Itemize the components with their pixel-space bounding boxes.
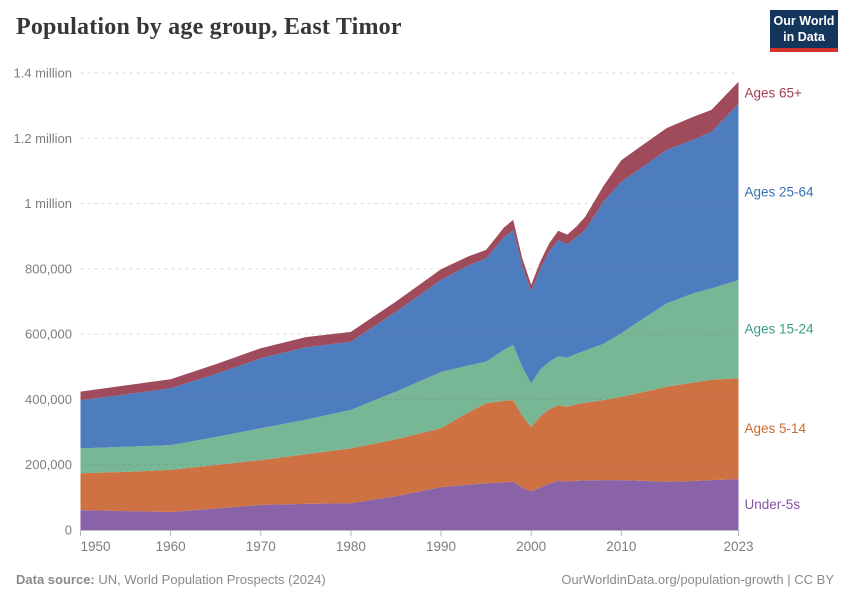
area-ages-15-24[interactable] — [80, 280, 739, 474]
x-tick-2010: 2010 — [606, 539, 636, 554]
y-tick-200-000: 200,000 — [25, 457, 72, 472]
y-tick-800-000: 800,000 — [25, 261, 72, 276]
series-label-ages-25-64[interactable]: Ages 25-64 — [745, 184, 815, 199]
y-axis-labels: 0 200,000 400,000 600,000 800,000 1 million 1.… — [13, 66, 72, 538]
area-ages-5-14[interactable] — [80, 378, 739, 512]
x-tick-1950: 1950 — [80, 539, 110, 554]
x-axis-labels: 1950 1960 1970 1980 1990 2000 2010 2023 — [80, 539, 753, 554]
data-source-text: UN, World Population Prospects (2024) — [94, 571, 326, 587]
series-label-ages-65plus[interactable]: Ages 65+ — [745, 85, 803, 100]
series-labels: Under-5s Ages 5-14 Ages 15-24 Ages 25-64 Age… — [745, 85, 815, 512]
area-ages-25-64[interactable] — [80, 104, 739, 449]
x-tick-1980: 1980 — [336, 539, 366, 554]
footer-link[interactable]: OurWorldinData.org/population-growth | C… — [561, 571, 834, 587]
y-tick-1.2-million: 1.2 million — [13, 131, 72, 146]
area-under-5s[interactable] — [80, 479, 739, 530]
chart-footer: Data source: UN, World Population Prospe… — [16, 568, 834, 590]
x-tick-1990: 1990 — [426, 539, 456, 554]
y-tick-600-000: 600,000 — [25, 327, 72, 342]
y-tick-400-000: 400,000 — [25, 392, 72, 407]
series-label-under-5s[interactable]: Under-5s — [745, 497, 801, 512]
x-tick-2000: 2000 — [516, 539, 546, 554]
x-axis — [80, 530, 740, 536]
x-tick-2023: 2023 — [723, 539, 753, 554]
y-tick-1.4-million: 1.4 million — [13, 66, 72, 81]
series-label-ages-5-14[interactable]: Ages 5-14 — [745, 421, 807, 436]
series-label-ages-15-24[interactable]: Ages 15-24 — [745, 322, 815, 337]
owid-logo-red-bar — [770, 48, 838, 52]
y-tick-0: 0 — [65, 523, 72, 538]
x-tick-1960: 1960 — [156, 539, 186, 554]
y-tick-1-million: 1 million — [24, 196, 72, 211]
owid-logo-line2: in Data — [783, 30, 825, 44]
page-title: Population by age group, East Timor — [16, 14, 402, 40]
data-source: Data source: UN, World Population Prospe… — [16, 572, 326, 587]
x-tick-1970: 1970 — [246, 539, 276, 554]
data-source-label: Data source: — [16, 571, 95, 587]
owid-logo-line1: Our World — [773, 13, 835, 28]
owid-logo[interactable]: Our World in Data — [770, 10, 838, 52]
gridlines — [80, 72, 739, 466]
